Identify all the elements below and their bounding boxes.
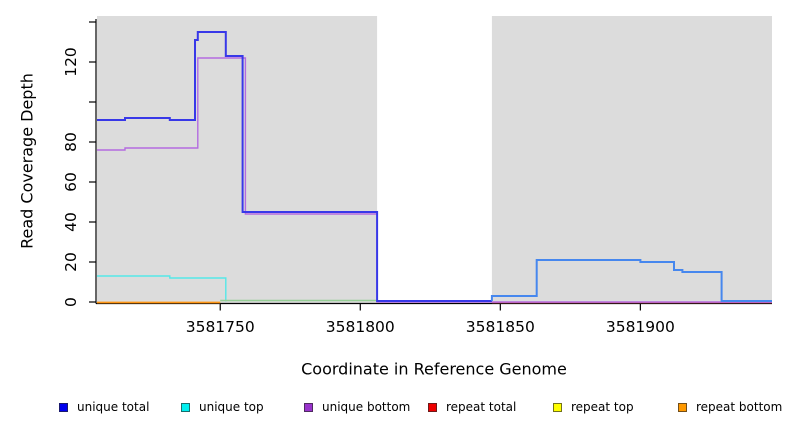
x-tick-label: 3581850 [466,318,535,336]
legend-swatch-repeat-total-icon [428,402,437,412]
y-tick-label: 120 [62,47,80,77]
y-tick-label: 80 [62,132,80,152]
x-tick-label: 3581900 [606,318,675,336]
legend-item-repeat-bottom: repeat bottom [678,399,782,415]
legend-label-repeat-bottom: repeat bottom [696,400,783,414]
series-line-unique-total [97,31,492,302]
legend-item-repeat-top: repeat top [553,399,634,415]
legend-item-repeat-total: repeat total [428,399,516,415]
x-tick-label: 3581800 [326,318,395,336]
legend-item-unique-top: unique top [181,399,264,415]
x-tick-label: 3581750 [186,318,255,336]
legend-label-unique-total: unique total [77,400,150,414]
legend-swatch-repeat-top-icon [553,402,562,412]
legend-label-unique-top: unique top [199,400,264,414]
series-line-unique-top [97,275,227,302]
y-tick-label: 20 [62,252,80,272]
shaded-coverage-region [97,16,378,303]
x-axis-title: Coordinate in Reference Genome [301,359,567,379]
legend-label-unique-bottom: unique bottom [322,400,411,414]
legend-swatch-unique-top-icon [181,402,190,412]
legend-swatch-unique-bottom-icon [304,402,313,412]
legend-item-unique-total: unique total [59,399,149,415]
y-tick-label: 40 [62,212,80,232]
legend-label-repeat-total: repeat total [446,400,517,414]
y-axis-title: Read Coverage Depth [17,73,37,249]
legend-swatch-repeat-bottom-icon [678,402,687,412]
series-line-unique-total-right [490,259,772,302]
legend-label-repeat-top: repeat top [571,400,634,414]
legend-swatch-unique-total-icon [59,402,68,412]
axis-lines [95,19,772,305]
legend-item-unique-bottom: unique bottom [304,399,410,415]
y-tick-label: 60 [62,172,80,192]
shaded-coverage-region [491,16,772,303]
y-tick-label: 0 [62,297,80,307]
